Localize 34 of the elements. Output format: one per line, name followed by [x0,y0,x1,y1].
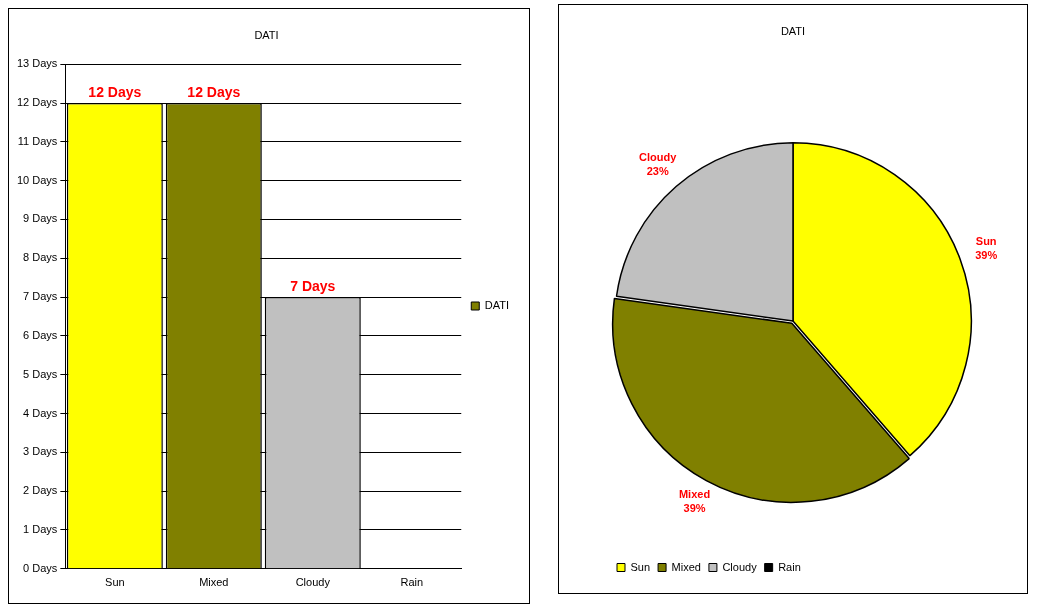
data-label: 12 Days [187,83,241,100]
slice-label: Sun [975,234,997,247]
legend-label: DATI [484,299,510,312]
y-tick-label: 13 Days [16,57,58,70]
slice-label: Mixed [678,488,711,501]
chart-title: DATI [780,24,806,37]
y-tick-label: 2 Days [23,484,58,497]
y-tick-label: 6 Days [23,328,58,341]
y-tick-label: 11 Days [17,134,58,147]
y-tick-label: 5 Days [23,367,58,380]
y-tick-label: 8 Days [23,251,58,264]
y-tick-label: 4 Days [23,406,58,419]
data-label: 23% [646,165,669,178]
data-label: 39% [683,502,706,515]
legend-label: Mixed [671,560,701,573]
x-tick-label: Rain [400,576,424,589]
data-label: 7 Days [290,277,336,294]
x-tick-label: Cloudy [295,576,331,589]
y-tick-label: 3 Days [23,445,58,458]
chart-title: DATI [254,28,279,41]
legend-label: Cloudy [722,560,758,573]
y-tick-label: 9 Days [23,212,58,225]
legend-label: Sun [630,560,651,573]
x-tick-label: Sun [105,576,125,589]
y-tick-label: 1 Days [23,523,58,536]
y-tick-label: 0 Days [23,561,58,574]
data-label: 12 Days [88,83,142,100]
y-tick-label: 7 Days [23,290,58,303]
data-label: 39% [975,248,998,261]
y-tick-label: 10 Days [16,173,58,186]
legend-label: Rain [778,560,801,573]
slice-label: Cloudy [639,151,678,164]
y-tick-label: 12 Days [16,96,58,109]
x-tick-label: Mixed [199,576,229,589]
